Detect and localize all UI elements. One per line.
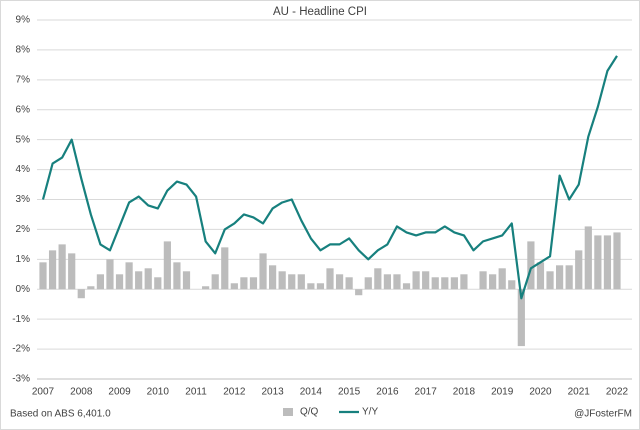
credit: @JFosterFM [574, 409, 632, 420]
source-note: Based on ABS 6,401.0 [10, 409, 111, 420]
y-tick-label: -3% [12, 374, 30, 385]
bar [221, 247, 229, 290]
bar [39, 262, 47, 290]
bar [613, 232, 621, 290]
x-tick-label: 2009 [108, 387, 131, 398]
x-tick-label: 2007 [32, 387, 55, 398]
bar [383, 274, 391, 290]
y-tick-label: 7% [16, 74, 31, 85]
legend-label: Q/Q [300, 407, 319, 418]
bar [316, 283, 325, 290]
y-tick-label: 1% [16, 254, 31, 265]
x-tick-label: 2011 [185, 387, 207, 398]
bar [393, 274, 401, 290]
bar [135, 271, 143, 290]
bar [211, 274, 219, 290]
chart-title: AU - Headline CPI [273, 6, 367, 18]
x-tick-label: 2012 [223, 387, 246, 398]
x-tick-label: 2008 [70, 387, 93, 398]
x-tick-label: 2017 [415, 387, 438, 398]
bar [249, 277, 258, 290]
bar [575, 250, 583, 290]
x-tick-label: 2014 [300, 387, 323, 398]
legend-swatch [283, 408, 293, 416]
y-tick-label: -1% [12, 314, 30, 325]
x-tick-label: 2018 [453, 387, 476, 398]
bar [230, 283, 238, 290]
bar [355, 289, 363, 296]
bar [173, 262, 181, 290]
bar [335, 274, 344, 290]
bar [182, 271, 191, 290]
bar [345, 277, 353, 290]
bar [536, 262, 545, 290]
bar [77, 289, 85, 299]
y-tick-label: 0% [16, 284, 31, 295]
bar [144, 268, 152, 290]
x-tick-label: 2015 [338, 387, 361, 398]
bar [527, 241, 535, 290]
x-tick-label: 2016 [376, 387, 399, 398]
x-tick-label: 2013 [261, 387, 284, 398]
bar [584, 226, 592, 290]
bar [517, 289, 525, 347]
bar [565, 265, 573, 290]
bar [603, 235, 612, 290]
bar [87, 286, 95, 290]
x-tick-label: 2010 [147, 387, 170, 398]
bar [240, 277, 248, 290]
bar [106, 259, 114, 290]
bar [326, 268, 334, 290]
y-tick-label: 5% [16, 134, 31, 145]
bar [259, 253, 267, 290]
bar [58, 244, 66, 290]
bar [498, 268, 506, 290]
bar [412, 271, 420, 290]
x-tick-label: 2019 [491, 387, 514, 398]
y-tick-label: 4% [16, 164, 31, 175]
bar [202, 286, 210, 290]
legend-label: Y/Y [362, 407, 378, 418]
y-tick-label: -2% [12, 344, 30, 355]
bar [364, 277, 372, 290]
bar [546, 271, 554, 290]
bar [125, 262, 133, 290]
bar [288, 274, 296, 290]
x-tick-label: 2022 [606, 387, 629, 398]
bar [297, 274, 305, 290]
y-tick-label: 6% [16, 104, 31, 115]
bar [431, 277, 439, 290]
bar [96, 274, 104, 290]
bar [402, 283, 411, 290]
y-tick-label: 9% [16, 15, 31, 26]
bar [307, 283, 315, 290]
bar [479, 271, 487, 290]
x-tick-label: 2021 [568, 387, 591, 398]
bar [115, 274, 124, 290]
line [41, 55, 618, 300]
y-tick-label: 3% [16, 194, 31, 205]
bar [269, 265, 277, 290]
bar [68, 253, 76, 290]
bar [278, 271, 286, 290]
bar [441, 277, 449, 290]
bar [48, 250, 57, 290]
y-tick-label: 2% [16, 224, 31, 235]
bar [594, 235, 602, 290]
bar [460, 274, 468, 290]
bar [556, 265, 564, 290]
bar [508, 280, 516, 290]
bar [489, 274, 497, 290]
bar [422, 271, 430, 290]
bar [154, 277, 162, 290]
x-tick-label: 2020 [529, 387, 552, 398]
bar [450, 277, 458, 290]
y-tick-label: 8% [16, 45, 31, 56]
bar [374, 268, 382, 290]
bar [163, 241, 171, 290]
